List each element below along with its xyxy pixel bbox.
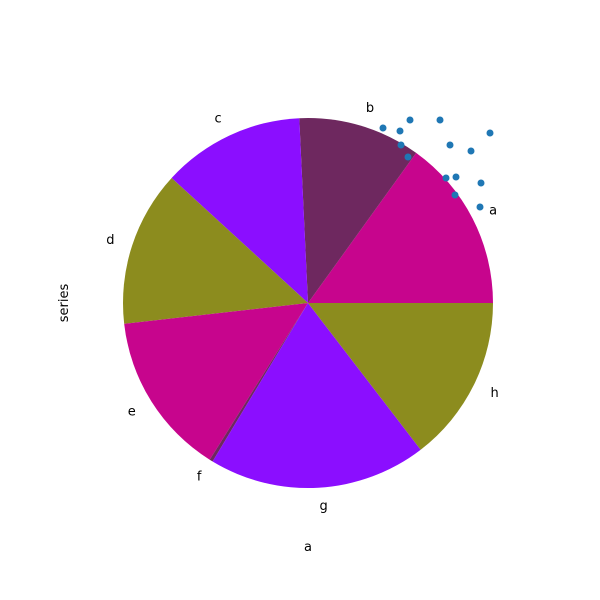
pie-slice-labels: a b c d e f g h xyxy=(106,101,499,514)
pie-slice-g xyxy=(212,303,421,488)
scatter-point-2 xyxy=(396,127,404,135)
scatter-point-7 xyxy=(446,141,454,149)
pie-label-a: a xyxy=(489,203,497,218)
pie-label-h: h xyxy=(491,386,499,401)
scatter-point-13 xyxy=(476,203,484,211)
scatter-point-5 xyxy=(486,129,494,137)
y-axis-label: series xyxy=(57,284,72,323)
pie-slices xyxy=(123,118,493,488)
scatter-point-6 xyxy=(397,141,405,149)
scatter-point-12 xyxy=(477,179,485,187)
scatter-point-3 xyxy=(406,116,414,124)
pie-slice-h xyxy=(308,303,493,450)
pie-label-d: d xyxy=(106,233,114,248)
scatter-point-11 xyxy=(404,153,412,161)
pie-label-e: e xyxy=(128,404,136,419)
pie-slice-d xyxy=(123,177,309,324)
pie-label-b: b xyxy=(366,101,374,116)
scatter-point-1 xyxy=(379,124,387,132)
pie-label-f: f xyxy=(197,469,202,484)
scatter-point-14 xyxy=(451,191,459,199)
scatter-point-10 xyxy=(452,173,460,181)
x-axis-label: a xyxy=(304,540,312,555)
scatter-overlay xyxy=(379,116,494,211)
pie-label-c: c xyxy=(215,112,222,127)
pie-slice-e xyxy=(124,303,308,460)
pie-slice-a xyxy=(308,152,493,303)
scatter-point-9 xyxy=(442,174,450,182)
scatter-point-4 xyxy=(436,116,444,124)
pie-slice-c xyxy=(171,118,308,303)
pie-slice-b xyxy=(299,118,417,304)
pie-label-g: g xyxy=(320,499,328,514)
pie-slice-f xyxy=(209,303,308,462)
scatter-point-8 xyxy=(467,147,475,155)
